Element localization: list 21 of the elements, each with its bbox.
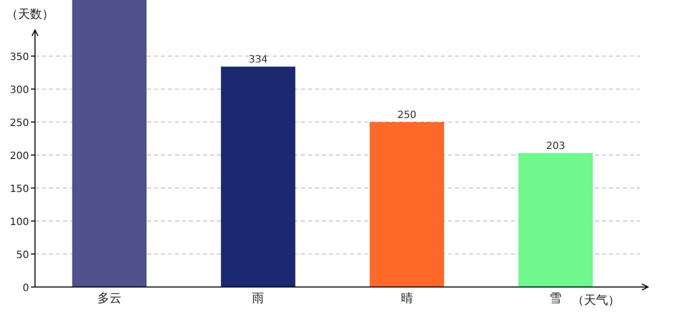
y-tick-label: 150 <box>10 184 29 196</box>
y-tick-label: 50 <box>16 250 29 262</box>
y-tick-label: 350 <box>10 52 29 64</box>
y-tick-label: 100 <box>10 217 29 228</box>
y-tick-label: 250 <box>10 118 29 130</box>
y-tick-label: 200 <box>10 151 29 162</box>
x-axis-title: （天气） <box>572 293 620 307</box>
bar <box>72 0 147 287</box>
x-tick-label: 雪 <box>550 291 562 305</box>
data-label: 334 <box>248 54 268 66</box>
bar <box>220 66 296 287</box>
bar <box>370 122 444 287</box>
y-tick-label: 300 <box>10 85 29 96</box>
y-axis-title: （天数） <box>6 7 54 21</box>
data-label: 203 <box>546 141 566 152</box>
y-tick-label: 0 <box>22 283 29 294</box>
data-label: 250 <box>397 110 416 122</box>
bar <box>518 153 593 287</box>
x-tick-label: 多云 <box>97 291 122 305</box>
x-tick-label: 晴 <box>400 291 413 305</box>
x-tick-label: 雨 <box>252 291 264 305</box>
